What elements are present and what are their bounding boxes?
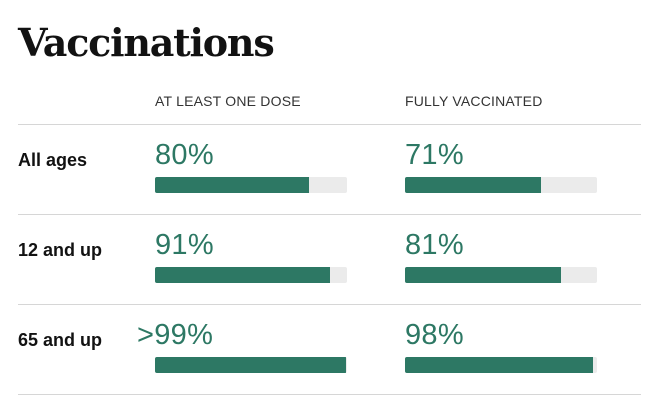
value-label: 71%	[405, 139, 464, 171]
page-title: Vaccinations	[18, 20, 275, 65]
value-label: >99%	[137, 319, 214, 351]
bar-track	[405, 357, 597, 373]
value-label: 81%	[405, 229, 464, 261]
bar	[155, 267, 330, 283]
bar	[155, 177, 309, 193]
bar-track	[155, 357, 347, 373]
row-label-12-and-up: 12 and up	[18, 240, 103, 260]
bar	[155, 357, 347, 373]
table-row: All ages 80% 71%	[0, 125, 660, 215]
divider	[18, 214, 641, 215]
value-label: 98%	[405, 319, 464, 351]
bar	[405, 267, 561, 283]
bar-track	[155, 177, 347, 193]
divider-top	[18, 124, 641, 125]
table-row: 65 and up >99% 98%	[0, 305, 660, 395]
bar-track	[405, 177, 597, 193]
divider-bottom	[18, 394, 641, 395]
bar	[405, 357, 594, 373]
row-label-65-and-up: 65 and up	[18, 330, 103, 350]
table-row: 12 and up 91% 81%	[0, 215, 660, 305]
divider	[18, 304, 641, 305]
value-label: 91%	[155, 229, 214, 261]
bar-track	[405, 267, 597, 283]
column-header-fully-vaccinated: FULLY VACCINATED	[405, 93, 543, 109]
bar	[405, 177, 542, 193]
row-label-all-ages: All ages	[18, 150, 88, 170]
column-header-at-least-one-dose: AT LEAST ONE DOSE	[155, 93, 301, 109]
value-label: 80%	[155, 139, 214, 171]
bar-track	[155, 267, 347, 283]
